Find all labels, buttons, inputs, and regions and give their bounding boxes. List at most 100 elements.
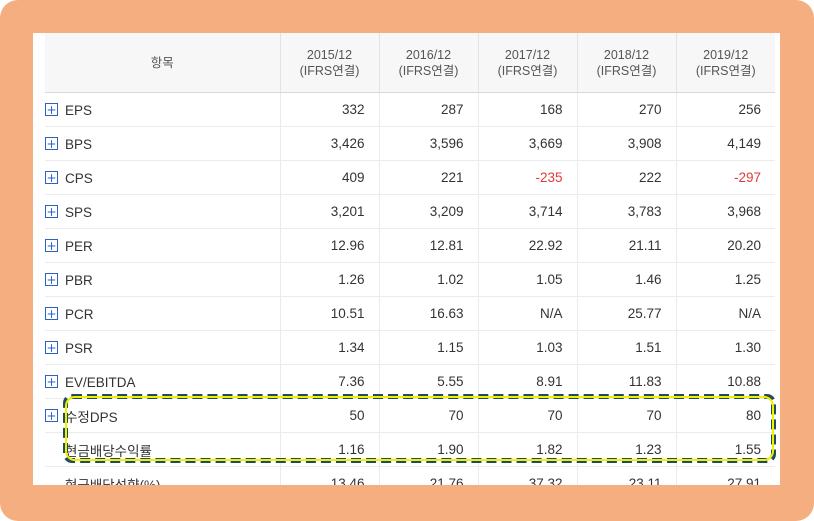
value-cell: 12.96 [280, 228, 380, 263]
value-cell: -297 [676, 160, 775, 195]
plus-icon[interactable]: + [45, 171, 58, 186]
basis-label: (IFRS연결) [596, 63, 657, 78]
value-cell: 27.91 [676, 466, 775, 485]
value-cell: 168 [478, 92, 578, 127]
row-label-cell: + PSR [45, 330, 281, 365]
table-row: + PSR 1.34 1.15 1.03 1.51 1.30 [45, 330, 775, 365]
row-label-cell: 현금배당성향(%) [45, 466, 281, 485]
value-cell: 11.83 [577, 364, 677, 399]
value-cell: N/A [676, 296, 775, 331]
row-label: SPS [65, 204, 93, 220]
value-cell: 3,714 [478, 194, 578, 229]
column-header-year: 2015/12 (IFRS연결) [280, 33, 380, 93]
value-cell: N/A [478, 296, 578, 331]
value-cell: 270 [577, 92, 677, 127]
table-row: + PBR 1.26 1.02 1.05 1.46 1.25 [45, 262, 775, 297]
year-label: 2019/12 [703, 47, 749, 62]
value-cell: 222 [577, 160, 677, 195]
basis-label: (IFRS연결) [497, 63, 558, 78]
plus-icon[interactable]: + [45, 103, 58, 118]
plus-icon[interactable]: + [45, 205, 58, 220]
table-row: + 수정DPS 50 70 70 70 80 [45, 398, 775, 433]
table-row: + EPS 332 287 168 270 256 [45, 92, 775, 127]
table-row: + SPS 3,201 3,209 3,714 3,783 3,968 [45, 194, 775, 229]
value-cell: 256 [676, 92, 775, 127]
row-label-cell: + BPS [45, 126, 281, 161]
row-label-cell: + PBR [45, 262, 281, 297]
value-cell: 1.82 [478, 432, 578, 467]
value-cell: 70 [577, 398, 677, 433]
basis-label: (IFRS연결) [398, 63, 459, 78]
column-header-year: 2016/12 (IFRS연결) [379, 33, 479, 93]
value-cell: 25.77 [577, 296, 677, 331]
value-cell: 21.76 [379, 466, 479, 485]
row-label: CPS [65, 170, 93, 186]
value-cell: 3,669 [478, 126, 578, 161]
plus-icon[interactable]: + [45, 239, 58, 254]
financial-table-panel: 항목 2015/12 (IFRS연결) 2016/12 (IFRS연결) 2017/… [33, 33, 780, 485]
value-cell: 3,201 [280, 194, 380, 229]
row-label-cell: + EPS [45, 92, 281, 127]
value-cell: 1.16 [280, 432, 380, 467]
row-label: EPS [65, 102, 93, 118]
value-cell: 22.92 [478, 228, 578, 263]
value-cell: 1.25 [676, 262, 775, 297]
table-body: + EPS 332 287 168 270 256 + BPS 3,426 3,596 3,669 3,… [45, 92, 775, 485]
value-cell: 1.55 [676, 432, 775, 467]
row-label-cell: + CPS [45, 160, 281, 195]
value-cell: 1.02 [379, 262, 479, 297]
value-cell: 50 [280, 398, 380, 433]
row-label-cell: + EV/EBITDA [45, 364, 281, 399]
plus-icon[interactable]: + [45, 273, 58, 288]
row-label: BPS [65, 136, 93, 152]
row-label: PCR [65, 306, 94, 322]
value-cell: 3,908 [577, 126, 677, 161]
value-cell: 10.88 [676, 364, 775, 399]
value-cell: 3,968 [676, 194, 775, 229]
value-cell: 221 [379, 160, 479, 195]
value-cell: 80 [676, 398, 775, 433]
value-cell: 3,426 [280, 126, 380, 161]
value-cell: 20.20 [676, 228, 775, 263]
financial-indicators-table: 항목 2015/12 (IFRS연결) 2016/12 (IFRS연결) 2017/… [45, 33, 775, 485]
plus-icon[interactable]: + [45, 307, 58, 322]
value-cell: 1.46 [577, 262, 677, 297]
plus-icon[interactable]: + [45, 341, 58, 356]
value-cell: 1.34 [280, 330, 380, 365]
plus-icon[interactable]: + [45, 137, 58, 152]
row-label: PER [65, 238, 93, 254]
value-cell: 70 [478, 398, 578, 433]
value-cell: 3,209 [379, 194, 479, 229]
plus-icon[interactable]: + [45, 375, 58, 390]
value-cell: 409 [280, 160, 380, 195]
table-row: 현금배당성향(%) 13.46 21.76 37.32 23.11 27.91 [45, 466, 775, 485]
plus-icon[interactable]: + [45, 409, 58, 423]
table-row: + BPS 3,426 3,596 3,669 3,908 4,149 [45, 126, 775, 161]
table-row: + CPS 409 221 -235 222 -297 [45, 160, 775, 195]
row-label-cell: 현금배당수익률 [45, 432, 281, 467]
value-cell: 37.32 [478, 466, 578, 485]
table-row: + PER 12.96 12.81 22.92 21.11 20.20 [45, 228, 775, 263]
value-cell: 1.03 [478, 330, 578, 365]
value-cell: 3,783 [577, 194, 677, 229]
table-row: + EV/EBITDA 7.36 5.55 8.91 11.83 10.88 [45, 364, 775, 399]
table-row: 현금배당수익률 1.16 1.90 1.82 1.23 1.55 [45, 432, 775, 467]
row-label: 현금배당수익률 [65, 443, 152, 459]
value-cell: 332 [280, 92, 380, 127]
value-cell: 10.51 [280, 296, 380, 331]
row-label-cell: + SPS [45, 194, 281, 229]
basis-label: (IFRS연결) [299, 63, 360, 78]
value-cell: 1.30 [676, 330, 775, 365]
value-cell: 8.91 [478, 364, 578, 399]
column-header-item: 항목 [45, 33, 281, 93]
column-header-year: 2018/12 (IFRS연결) [577, 33, 677, 93]
basis-label: (IFRS연결) [695, 63, 756, 78]
value-cell: 1.90 [379, 432, 479, 467]
row-label-cell: + 수정DPS [45, 398, 281, 433]
row-label: EV/EBITDA [65, 374, 136, 390]
value-cell: 70 [379, 398, 479, 433]
row-label-cell: + PER [45, 228, 281, 263]
year-label: 2018/12 [603, 47, 650, 62]
column-header-year: 2019/12 (IFRS연결) [676, 33, 775, 93]
value-cell: 12.81 [379, 228, 479, 263]
